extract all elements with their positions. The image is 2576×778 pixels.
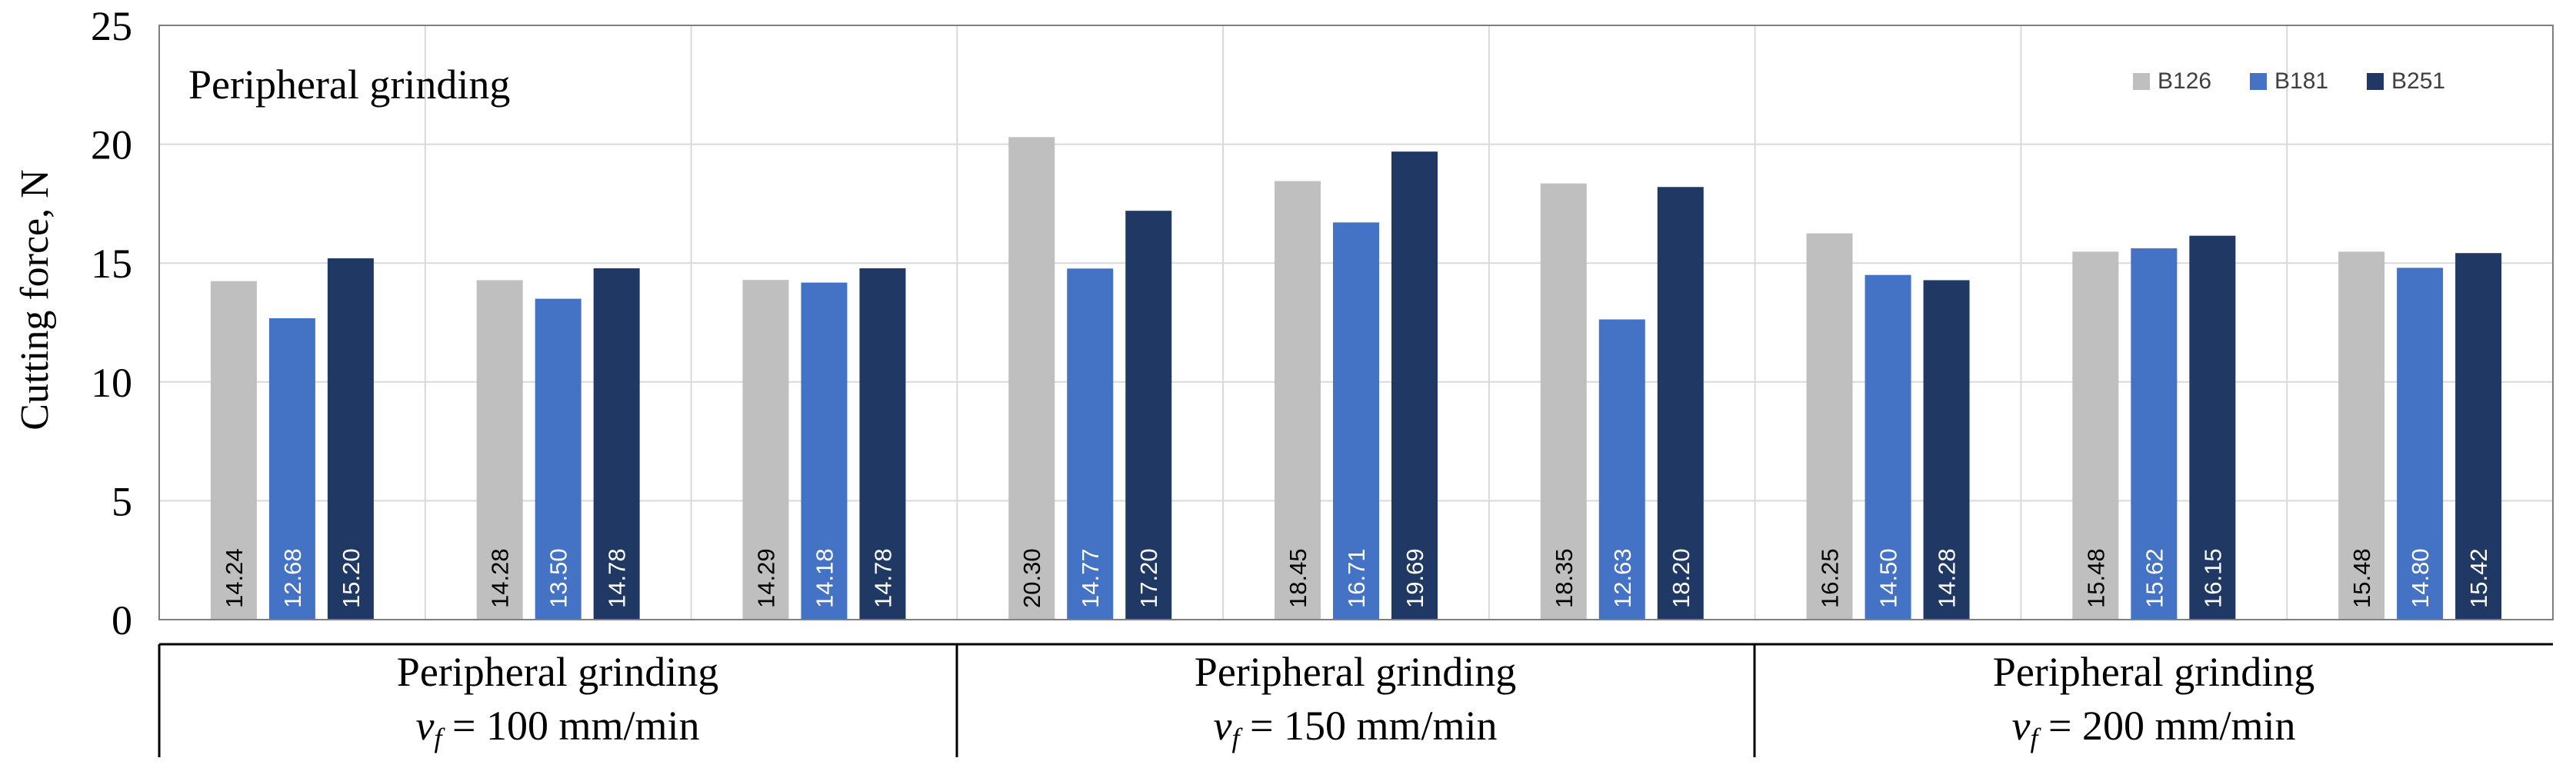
data-label: 15.62 (2141, 548, 2168, 608)
data-label: 14.80 (2407, 548, 2434, 608)
data-label: 14.18 (811, 548, 838, 608)
bar-b126 (1540, 183, 1587, 620)
group-label-line1: Peripheral grinding (1993, 649, 2314, 695)
data-labels: 14.24 12.68 15.20 14.28 13.50 14.78 14.29 14.18… (221, 548, 2492, 608)
chart-title: Peripheral grinding (188, 62, 510, 108)
legend-label-b181: B181 (2274, 68, 2328, 94)
data-label: 14.77 (1077, 548, 1104, 608)
group-label-line2: vf = 200 mm/min (2012, 703, 2296, 753)
data-label: 14.78 (869, 548, 896, 608)
bar-b251 (859, 268, 906, 620)
bar-b126 (1275, 181, 1321, 620)
bar-b251 (1923, 280, 1970, 620)
data-label: 12.63 (1609, 548, 1636, 608)
legend-label-b126: B126 (2158, 68, 2211, 94)
bar-b181 (1067, 268, 1114, 620)
data-label: 14.78 (604, 548, 631, 608)
bar-b181 (801, 282, 848, 620)
data-label: 14.50 (1875, 548, 1902, 608)
group-label-line2: vf = 150 mm/min (1214, 703, 1498, 753)
data-label: 14.24 (221, 548, 248, 608)
data-label: 17.20 (1135, 548, 1162, 608)
bar-b181 (1865, 274, 1911, 620)
data-label: 13.50 (545, 548, 572, 608)
y-tick-label: 20 (91, 122, 132, 168)
bar-b126 (210, 281, 257, 620)
bar-b251 (2455, 253, 2502, 620)
bar-b126 (1806, 233, 1853, 620)
y-axis-ticks: 0 5 10 15 20 25 (91, 3, 132, 643)
bar-b251 (1391, 151, 1438, 620)
bar-b126 (2072, 251, 2119, 620)
data-label: 14.28 (487, 548, 514, 608)
y-tick-label: 25 (91, 3, 132, 49)
x-axis-categories: Peripheral grinding vf = 100 mm/min Peri… (158, 643, 2553, 757)
data-label: 18.35 (1551, 548, 1578, 608)
data-label: 20.30 (1018, 548, 1045, 608)
bar-b181 (2397, 268, 2444, 620)
bar-b181 (1598, 319, 1645, 620)
data-label: 18.20 (1668, 548, 1695, 608)
data-label: 16.15 (2199, 548, 2226, 608)
data-label: 12.68 (279, 548, 306, 608)
legend: B126 B181 B251 (2133, 68, 2445, 94)
feed-rate: = 100 mm/min (442, 703, 700, 749)
y-axis-label: Cutting force, N (13, 169, 57, 430)
feed-rate: = 150 mm/min (1240, 703, 1498, 749)
bar-b251 (2189, 235, 2236, 620)
v-symbol: v (2012, 703, 2031, 749)
data-label: 15.48 (2348, 548, 2375, 608)
bar-b251 (1125, 211, 1172, 620)
y-tick-label: 5 (112, 478, 132, 524)
bar-b251 (593, 268, 640, 620)
bar-b126 (742, 280, 789, 620)
bar-b181 (2131, 248, 2178, 620)
bar-b181 (268, 318, 315, 620)
data-label: 16.25 (1817, 548, 1844, 608)
data-label: 18.45 (1285, 548, 1311, 608)
bar-b181 (535, 298, 582, 620)
data-label: 15.48 (2082, 548, 2109, 608)
group-label-line1: Peripheral grinding (1195, 649, 1516, 695)
bars (210, 137, 2502, 620)
v-symbol: v (416, 703, 435, 749)
group-label-line1: Peripheral grinding (397, 649, 718, 695)
y-tick-label: 15 (91, 241, 132, 287)
legend-swatch-b251 (2367, 73, 2384, 90)
feed-rate: = 200 mm/min (2038, 703, 2296, 749)
v-symbol: v (1214, 703, 1232, 749)
y-tick-label: 0 (112, 597, 132, 643)
y-tick-label: 10 (91, 360, 132, 406)
data-label: 15.20 (338, 548, 365, 608)
bar-b251 (327, 258, 374, 620)
bar-b126 (2338, 251, 2385, 620)
bar-b126 (1008, 137, 1055, 620)
legend-swatch-b126 (2133, 73, 2150, 90)
bar-b126 (476, 280, 523, 620)
legend-label-b251: B251 (2391, 68, 2445, 94)
bar-b251 (1657, 187, 1704, 620)
bar-b181 (1333, 222, 1379, 620)
data-label: 14.29 (752, 548, 779, 608)
legend-swatch-b181 (2250, 73, 2267, 90)
group-label-line2: vf = 100 mm/min (416, 703, 700, 753)
data-label: 16.71 (1343, 548, 1370, 608)
data-label: 14.28 (1934, 548, 1961, 608)
data-label: 15.42 (2465, 548, 2492, 608)
data-label: 19.69 (1401, 548, 1428, 608)
plot-frame (158, 25, 2554, 620)
